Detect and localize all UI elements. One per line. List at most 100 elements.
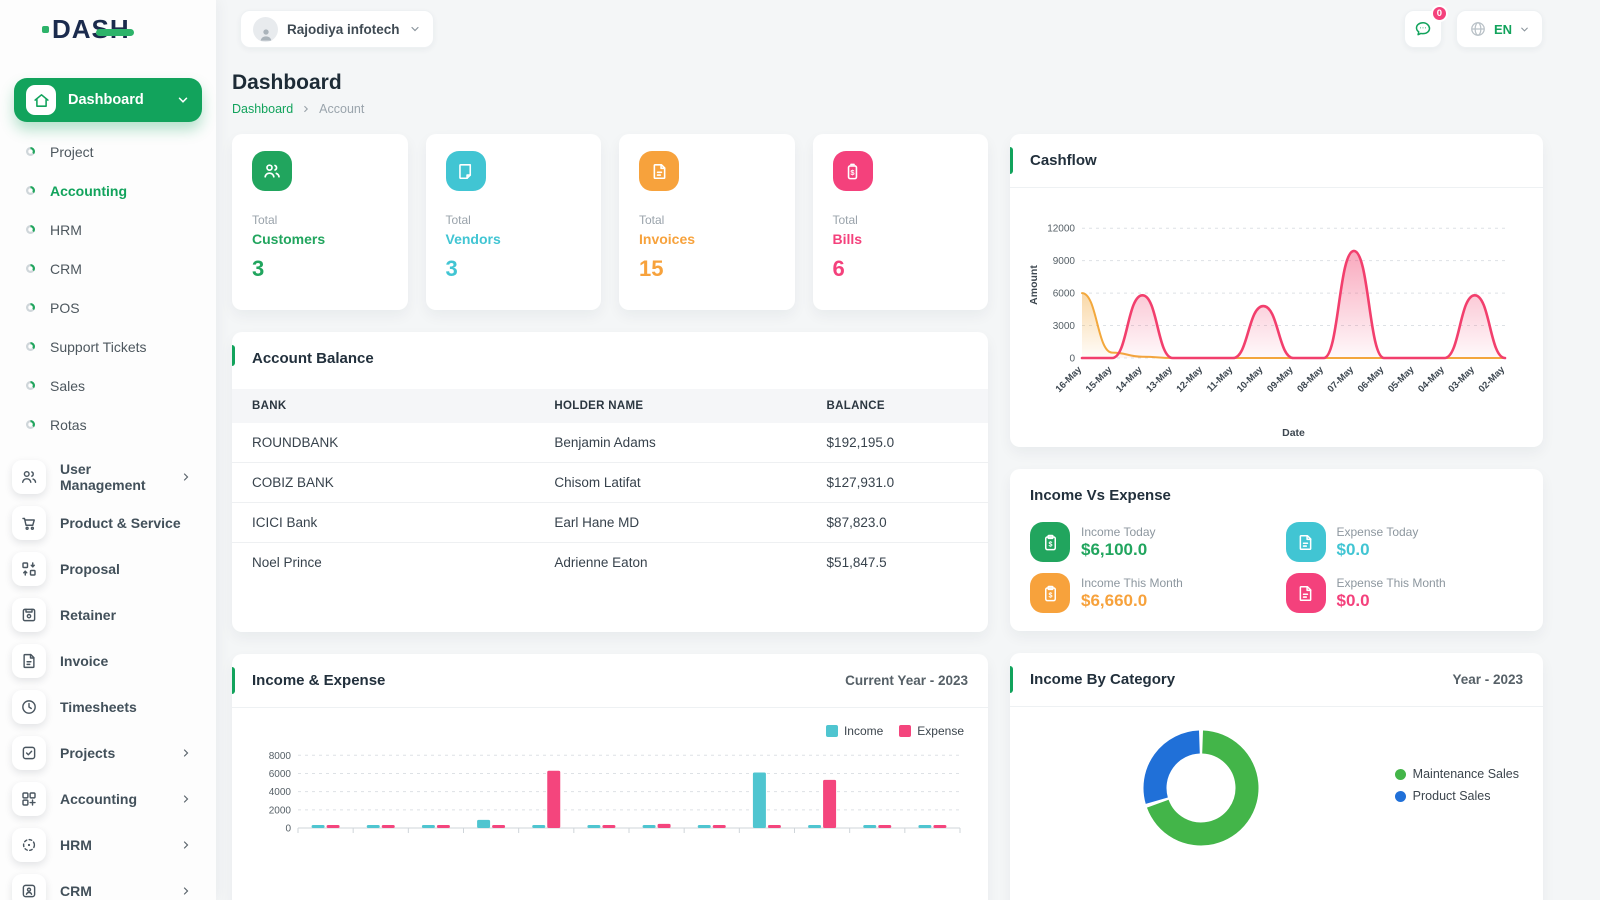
cell-holder: Earl Hane MD [534, 502, 807, 543]
stat-label: Vendors [445, 231, 501, 247]
chat-bubble-icon [1415, 22, 1431, 36]
chevron-right-icon [180, 885, 192, 897]
svg-text:16-May: 16-May [1054, 364, 1085, 395]
stat-card-vendors[interactable]: Total Vendors 3 [425, 134, 601, 310]
income-vs-expense-title: Income Vs Expense [1030, 487, 1171, 504]
sidebar-item-proposal[interactable]: Proposal [12, 546, 204, 592]
messages-button[interactable]: 0 [1403, 5, 1448, 48]
stat-label: Invoices [639, 231, 696, 247]
legend-income: Income [825, 724, 883, 738]
brand-logo[interactable]: DASH [10, 0, 206, 58]
main-nav: User Management Product & Service Propos… [10, 454, 206, 900]
sidebar-item-support-tickets[interactable]: Support Tickets [26, 327, 206, 366]
breadcrumb-separator-icon [301, 104, 311, 114]
breadcrumb-dashboard[interactable]: Dashboard [232, 102, 294, 116]
bullet-icon [26, 420, 35, 429]
svg-text:6000: 6000 [269, 769, 292, 780]
main-area: Rajodiya infotech 0 EN Dashboard Dashboa… [216, 0, 1600, 900]
stat-card-customers[interactable]: Total Customers 3 [232, 134, 408, 310]
sidebar-item-dashboard[interactable]: Dashboard [14, 78, 202, 122]
svg-text:09-May: 09-May [1265, 364, 1296, 395]
sidebar-item-accounting-group[interactable]: Accounting [12, 776, 204, 822]
target-icon [12, 828, 46, 862]
bullet-icon [26, 186, 35, 195]
tile-expense-this-month: Expense This Month $0.0 [1285, 573, 1524, 613]
sidebar-item-invoice[interactable]: Invoice [12, 638, 204, 684]
income-expense-card: Income & Expense Current Year - 2023 Inc… [232, 654, 988, 900]
sidebar-item-sales[interactable]: Sales [26, 366, 206, 405]
cart-icon [12, 506, 46, 540]
stat-label: Bills [832, 231, 863, 247]
bullet-icon [26, 303, 35, 312]
workspace-avatar [253, 16, 278, 42]
clipboard-dollar-icon: $ [1030, 573, 1070, 613]
legend-maintenance-sales: Maintenance Sales [1394, 767, 1519, 781]
chevron-down-icon [1521, 27, 1528, 32]
person-card-icon [12, 874, 46, 900]
svg-text:$: $ [850, 167, 855, 176]
sidebar-item-product-service[interactable]: Product & Service [12, 500, 204, 546]
tile-label: Income This Month [1081, 575, 1183, 590]
income-expense-period: Current Year - 2023 [845, 673, 968, 688]
svg-text:0: 0 [1069, 354, 1075, 365]
sidebar-item-pos[interactable]: POS [26, 288, 206, 327]
svg-text:3000: 3000 [1053, 321, 1076, 332]
invoice-icon [12, 644, 46, 678]
sidebar-item-timesheets[interactable]: Timesheets [12, 684, 204, 730]
bullet-icon [26, 381, 35, 390]
language-selector[interactable]: EN [1455, 10, 1543, 48]
stat-value: 6 [832, 256, 845, 281]
svg-text:02-May: 02-May [1477, 364, 1508, 395]
tile-label: Expense This Month [1336, 575, 1446, 590]
income-expense-bar-chart: 0 2000 4000 6000 8000 [269, 751, 961, 835]
svg-text:04-May: 04-May [1416, 364, 1447, 395]
topbar: Rajodiya infotech 0 EN [232, 0, 1543, 58]
cell-holder: Chisom Latifat [534, 462, 807, 503]
chevron-down-icon [176, 93, 190, 107]
grid-plus-icon [12, 782, 46, 816]
stat-card-bills[interactable]: $ Total Bills 6 [812, 134, 988, 310]
svg-text:4000: 4000 [269, 787, 292, 798]
svg-text:03-May: 03-May [1446, 364, 1477, 395]
breadcrumb-account: Account [319, 102, 365, 116]
sidebar-item-crm[interactable]: CRM [26, 249, 206, 288]
income-by-category-donut-chart [1143, 730, 1259, 846]
invoice-icon [639, 151, 679, 191]
home-icon [26, 85, 56, 115]
chevron-right-icon [180, 471, 192, 483]
users-icon [12, 460, 46, 494]
logo-dash-bar [96, 29, 134, 36]
income-expense-title: Income & Expense [252, 672, 386, 689]
column-balance: BALANCE [806, 389, 988, 423]
cashflow-area-chart: 0 3000 6000 9000 12000 16-May 15-May 14-May 13-M… [1028, 224, 1508, 439]
dashboard-content: Total Customers 3 Total Vendors 3 [232, 134, 1543, 900]
sidebar-item-user-management[interactable]: User Management [12, 454, 204, 500]
sidebar-item-projects[interactable]: Projects [12, 730, 204, 776]
stat-card-invoices[interactable]: Total Invoices 15 [619, 134, 795, 310]
sidebar-item-rotas[interactable]: Rotas [26, 405, 206, 444]
file-icon [1285, 522, 1326, 562]
svg-text:2000: 2000 [269, 805, 292, 816]
account-balance-card: Account Balance BANK HOLDER NAME BALANCE [232, 332, 988, 632]
legend-swatch [825, 725, 838, 737]
bullet-icon [26, 147, 35, 156]
workspace-switcher[interactable]: Rajodiya infotech [240, 10, 434, 48]
stat-value: 3 [252, 256, 265, 281]
swap-icon [12, 552, 46, 586]
sidebar-item-crm-group[interactable]: CRM [12, 868, 204, 900]
svg-text:13-May: 13-May [1144, 364, 1175, 395]
sidebar-item-accounting[interactable]: Accounting [26, 171, 206, 210]
sidebar-item-hrm-group[interactable]: HRM [12, 822, 204, 868]
cell-bank: ROUNDBANK [232, 423, 535, 463]
legend-swatch [899, 725, 912, 737]
donut-legend: Maintenance Sales Product Sales [1394, 767, 1523, 803]
cell-bank: ICICI Bank [232, 502, 535, 543]
sidebar-item-retainer[interactable]: Retainer [12, 592, 204, 638]
table-row: ICICI Bank Earl Hane MD $87,823.0 [232, 502, 988, 543]
stats-row: Total Customers 3 Total Vendors 3 [232, 134, 988, 310]
sidebar-item-hrm[interactable]: HRM [26, 210, 206, 249]
clipboard-dollar-icon: $ [1030, 522, 1070, 562]
sidebar-item-project[interactable]: Project [26, 132, 206, 171]
tile-value: $0.0 [1336, 539, 1370, 559]
cell-bank: COBIZ BANK [232, 462, 535, 503]
